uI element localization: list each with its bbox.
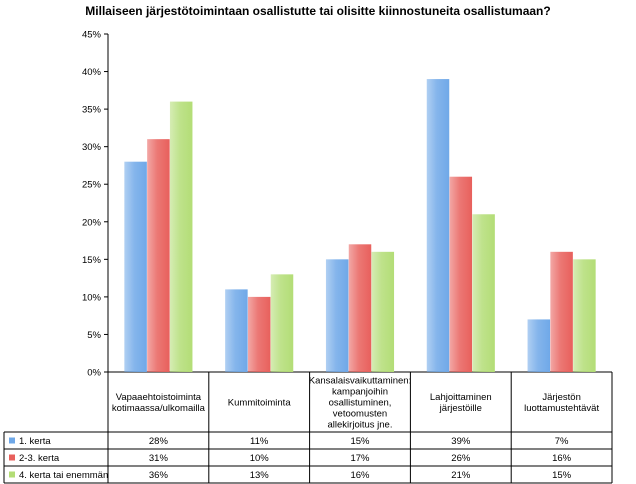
- table-value: 21%: [451, 470, 471, 481]
- table-value: 15%: [350, 436, 370, 447]
- legend-label: 2-3. kerta: [19, 453, 60, 464]
- table-value: 13%: [250, 470, 270, 481]
- legend-label: 4. kerta tai enemmän: [19, 470, 108, 481]
- table-value: 28%: [149, 436, 169, 447]
- table-value: 16%: [552, 453, 572, 464]
- bar: [449, 176, 473, 372]
- legend-swatch: [9, 454, 15, 461]
- bar: [527, 319, 551, 372]
- table-value: 31%: [149, 453, 169, 464]
- table-value: 10%: [250, 453, 270, 464]
- y-tick-label: 40%: [82, 67, 102, 78]
- bar: [371, 251, 395, 372]
- table-value: 15%: [552, 470, 572, 481]
- category-label: Lahjoittaminen järjestöille: [430, 392, 492, 414]
- chart-title: Millaiseen järjestötoimintaan osallistut…: [85, 4, 551, 18]
- table-value: 16%: [350, 470, 370, 481]
- y-tick-label: 0%: [87, 368, 101, 379]
- bar: [325, 259, 349, 372]
- y-tick-label: 15%: [82, 255, 102, 266]
- y-tick-label: 45%: [82, 30, 102, 41]
- y-tick-label: 25%: [82, 180, 102, 191]
- bar: [247, 296, 271, 372]
- legend-swatch: [9, 471, 15, 478]
- category-label: Kummitoiminta: [228, 398, 292, 409]
- table-value: 7%: [555, 436, 569, 447]
- legend-label: 1. kerta: [19, 436, 51, 447]
- bar: [550, 251, 573, 372]
- bar: [426, 79, 450, 373]
- bar: [169, 101, 193, 372]
- legend-swatch: [9, 437, 15, 444]
- category-label: Kansalaisvaikuttaminen: kampanjoihin osall…: [309, 376, 411, 431]
- y-tick-label: 10%: [82, 292, 102, 303]
- y-tick-label: 20%: [82, 217, 102, 228]
- category-label: Vapaaehtoistoiminta kotimaassa/ulkomailla: [112, 392, 206, 414]
- table-value: 17%: [350, 453, 370, 464]
- bar: [225, 289, 248, 372]
- y-tick-label: 35%: [82, 105, 102, 116]
- table-value: 26%: [451, 453, 471, 464]
- bar: [348, 244, 372, 372]
- bar: [124, 161, 147, 372]
- table-value: 11%: [250, 436, 269, 447]
- bar: [147, 139, 170, 372]
- table-value: 39%: [451, 436, 471, 447]
- table-value: 36%: [149, 470, 169, 481]
- y-tick-label: 5%: [87, 330, 101, 341]
- bar: [472, 214, 495, 372]
- bar: [573, 259, 596, 372]
- bar: [270, 274, 294, 372]
- y-tick-label: 30%: [82, 142, 102, 153]
- category-label: Järjestön luottamustehtävät: [524, 392, 599, 414]
